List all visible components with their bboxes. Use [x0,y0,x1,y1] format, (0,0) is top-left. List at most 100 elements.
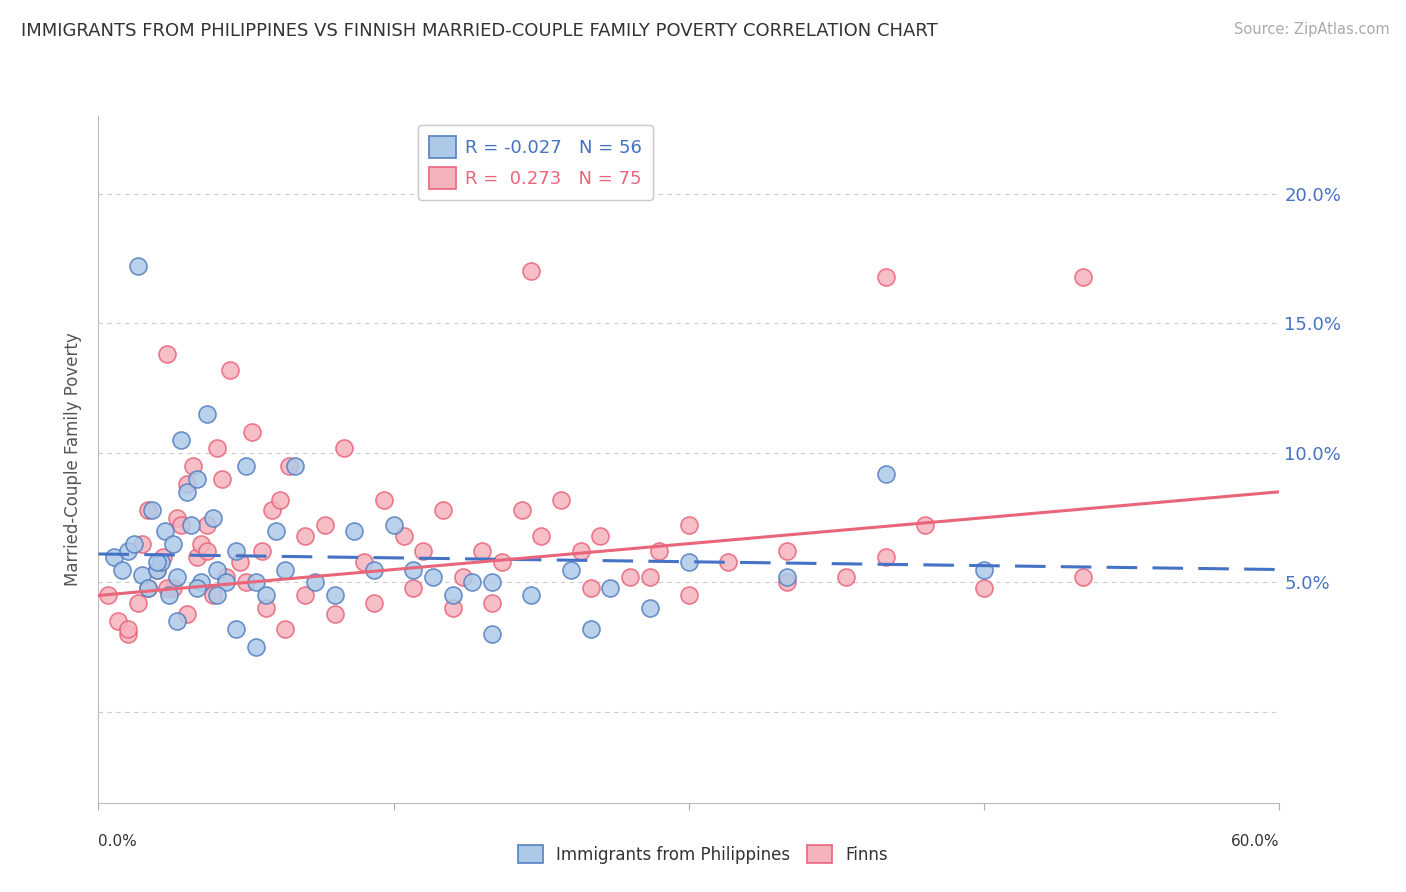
Point [195,544,218,558]
Point [373,492,395,507]
Point [835,570,858,584]
Point [402,562,425,576]
Point [117,544,139,558]
Point [215,570,238,584]
Point [1071,269,1094,284]
Point [579,581,602,595]
Point [219,363,242,377]
Point [190,536,212,550]
Text: 60.0%: 60.0% [1232,834,1279,849]
Point [717,555,740,569]
Point [201,589,224,603]
Point [225,622,247,636]
Point [180,518,202,533]
Point [195,518,218,533]
Point [264,524,287,538]
Point [156,581,179,595]
Point [402,581,425,595]
Point [638,601,661,615]
Point [215,575,238,590]
Point [205,562,228,576]
Point [678,518,700,533]
Point [363,596,385,610]
Point [875,269,897,284]
Point [776,544,799,558]
Point [211,472,233,486]
Point [441,589,464,603]
Point [254,589,277,603]
Point [579,622,602,636]
Point [170,433,193,447]
Point [205,441,228,455]
Point [205,589,228,603]
Point [550,492,572,507]
Point [776,575,799,590]
Point [294,589,316,603]
Point [619,570,641,584]
Point [875,549,897,564]
Point [229,555,252,569]
Point [481,575,503,590]
Point [136,581,159,595]
Point [382,518,405,533]
Point [530,529,553,543]
Point [111,562,134,576]
Text: 0.0%: 0.0% [98,834,138,849]
Point [875,467,897,481]
Point [152,549,174,564]
Point [274,562,297,576]
Point [136,503,159,517]
Point [181,458,204,473]
Point [260,503,283,517]
Point [235,458,257,473]
Point [170,518,193,533]
Point [353,555,375,569]
Point [166,570,188,584]
Text: IMMIGRANTS FROM PHILIPPINES VS FINNISH MARRIED-COUPLE FAMILY POVERTY CORRELATION: IMMIGRANTS FROM PHILIPPINES VS FINNISH M… [21,22,938,40]
Point [441,601,464,615]
Point [776,570,799,584]
Point [186,581,208,595]
Point [471,544,494,558]
Point [422,570,444,584]
Y-axis label: Married-Couple Family Poverty: Married-Couple Family Poverty [65,333,83,586]
Point [122,536,145,550]
Point [314,518,336,533]
Point [136,581,159,595]
Point [278,458,301,473]
Point [451,570,474,584]
Legend: R = -0.027   N = 56, R =  0.273   N = 75: R = -0.027 N = 56, R = 0.273 N = 75 [418,125,652,200]
Point [392,529,415,543]
Point [599,581,621,595]
Point [150,555,173,569]
Point [323,607,346,621]
Point [589,529,612,543]
Point [97,589,120,603]
Legend: Immigrants from Philippines, Finns: Immigrants from Philippines, Finns [512,838,894,871]
Point [560,562,582,576]
Point [491,555,513,569]
Point [166,615,188,629]
Point [569,544,592,558]
Point [117,627,139,641]
Point [176,607,198,621]
Point [240,425,263,439]
Point [914,518,936,533]
Point [333,441,356,455]
Point [131,567,153,582]
Point [156,347,179,361]
Point [973,562,995,576]
Point [141,503,163,517]
Point [195,407,218,421]
Point [225,544,247,558]
Point [107,615,129,629]
Point [520,264,543,278]
Point [520,589,543,603]
Point [294,529,316,543]
Point [155,524,177,538]
Point [304,575,326,590]
Point [250,544,273,558]
Point [254,601,277,615]
Point [284,458,307,473]
Text: Source: ZipAtlas.com: Source: ZipAtlas.com [1233,22,1389,37]
